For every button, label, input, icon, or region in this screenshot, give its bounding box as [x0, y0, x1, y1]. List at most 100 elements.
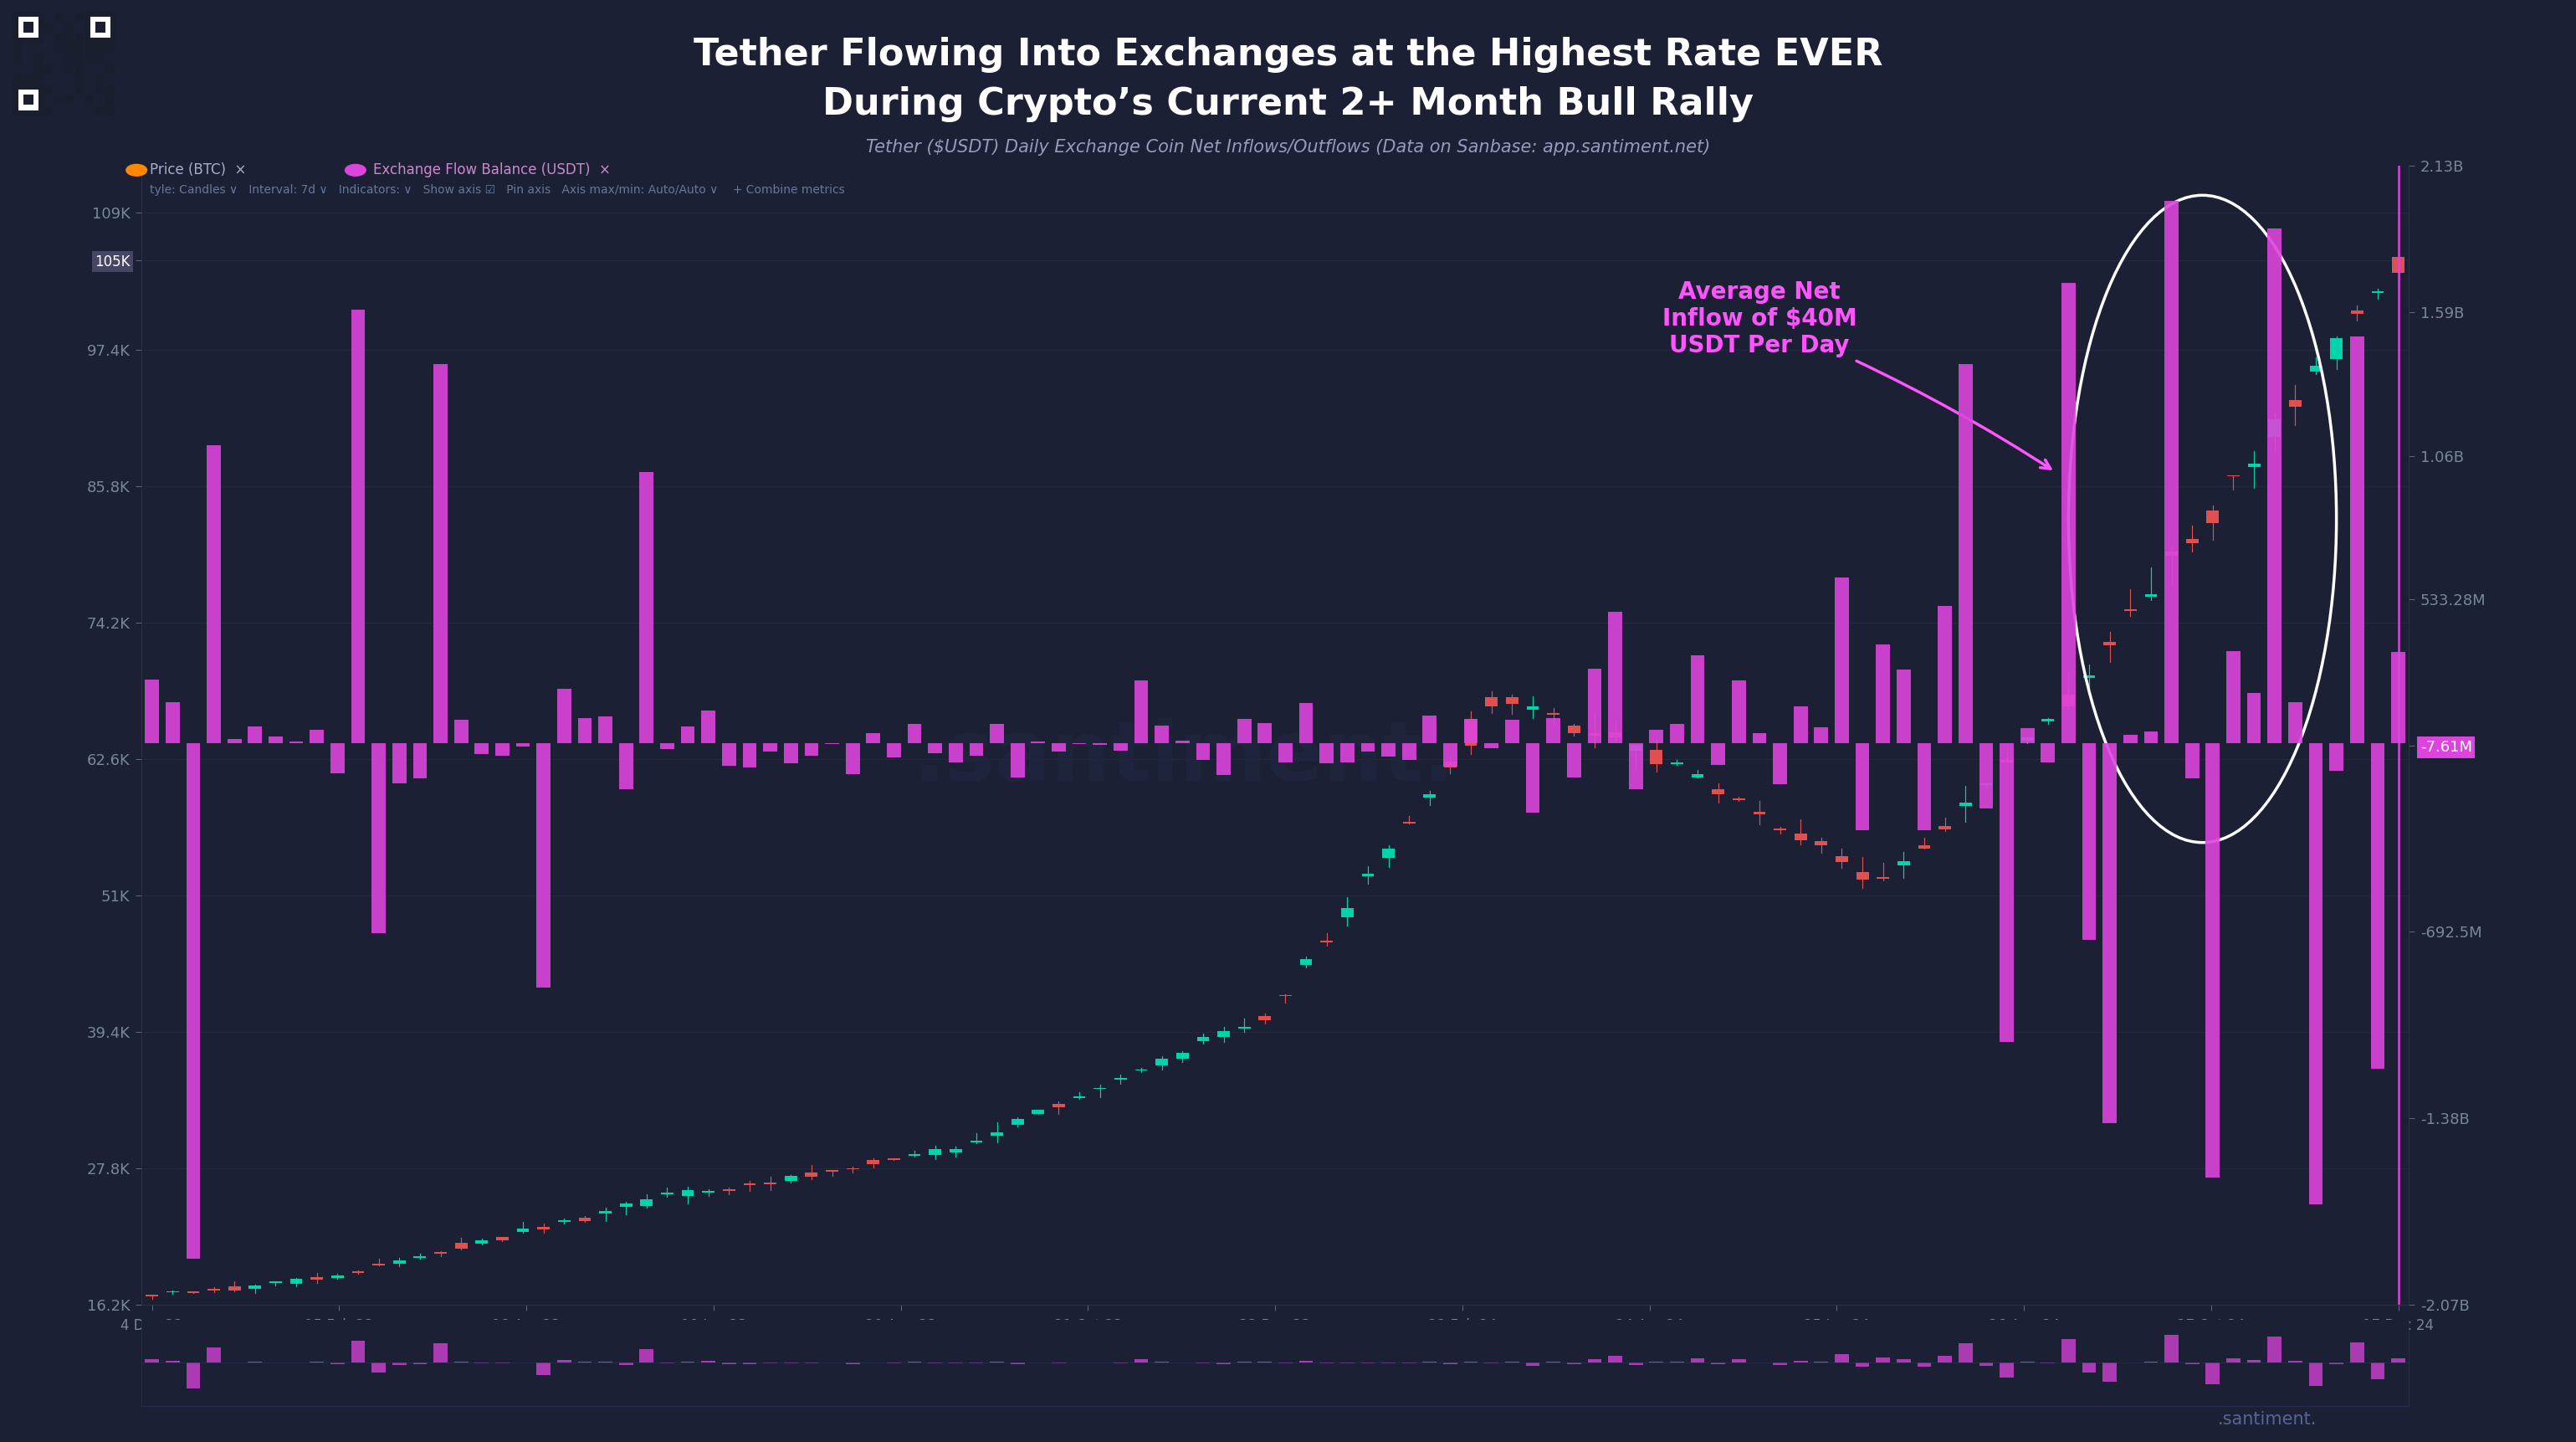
- Bar: [477, 1240, 487, 1244]
- Bar: [1628, 1363, 1643, 1366]
- Bar: [54, 33, 64, 43]
- Bar: [1463, 720, 1479, 744]
- Bar: [1878, 877, 1888, 878]
- Bar: [412, 744, 428, 779]
- Bar: [2246, 1360, 2262, 1363]
- Bar: [1175, 741, 1190, 744]
- Bar: [2226, 650, 2241, 744]
- Bar: [1422, 715, 1437, 744]
- Bar: [1445, 761, 1455, 767]
- Bar: [353, 1270, 363, 1273]
- Bar: [412, 1363, 428, 1364]
- Bar: [2040, 744, 2056, 761]
- Bar: [371, 744, 386, 933]
- Bar: [1651, 750, 1662, 764]
- Bar: [2184, 744, 2200, 779]
- Bar: [371, 1363, 386, 1373]
- Bar: [783, 744, 799, 763]
- Bar: [227, 738, 242, 744]
- Bar: [23, 33, 33, 43]
- Bar: [350, 310, 366, 744]
- Bar: [618, 1363, 634, 1366]
- Text: Average Net
Inflow of $40M
USDT Per Day: Average Net Inflow of $40M USDT Per Day: [1662, 280, 2050, 469]
- Bar: [1834, 577, 1850, 744]
- Bar: [1919, 845, 1929, 848]
- Bar: [2311, 366, 2321, 372]
- Bar: [1546, 718, 1561, 744]
- Bar: [1298, 702, 1314, 744]
- Bar: [1589, 733, 1600, 735]
- Bar: [580, 1218, 590, 1221]
- Bar: [33, 75, 44, 84]
- Bar: [2246, 692, 2262, 744]
- Bar: [1342, 908, 1352, 917]
- Bar: [1999, 1363, 2014, 1377]
- Bar: [701, 711, 716, 744]
- Bar: [992, 1132, 1002, 1136]
- Bar: [1257, 722, 1273, 744]
- Bar: [1672, 763, 1682, 764]
- Bar: [2393, 257, 2403, 273]
- Bar: [33, 65, 44, 74]
- Bar: [2081, 1363, 2097, 1373]
- Bar: [1195, 744, 1211, 760]
- Bar: [64, 23, 75, 32]
- Bar: [2331, 337, 2342, 359]
- Bar: [1610, 733, 1620, 737]
- Bar: [2002, 760, 2012, 761]
- Bar: [75, 85, 85, 95]
- Bar: [1484, 744, 1499, 748]
- Bar: [433, 1344, 448, 1363]
- Bar: [54, 95, 64, 105]
- Bar: [106, 13, 116, 22]
- Bar: [536, 744, 551, 988]
- Bar: [474, 744, 489, 754]
- Bar: [1566, 1363, 1582, 1364]
- Bar: [64, 43, 75, 53]
- Bar: [1754, 812, 1765, 815]
- Bar: [536, 1363, 551, 1376]
- Bar: [762, 744, 778, 751]
- Bar: [13, 55, 23, 63]
- Bar: [415, 1256, 425, 1259]
- Bar: [1177, 1053, 1188, 1058]
- Bar: [23, 95, 33, 105]
- Bar: [1587, 669, 1602, 744]
- Bar: [1216, 1363, 1231, 1364]
- Bar: [1113, 744, 1128, 751]
- Text: Exchange Flow Balance (USDT)  ×: Exchange Flow Balance (USDT) ×: [374, 163, 611, 177]
- Bar: [1837, 857, 1847, 862]
- Bar: [1834, 1354, 1850, 1363]
- Bar: [1772, 744, 1788, 784]
- Bar: [2249, 463, 2259, 467]
- Bar: [85, 33, 95, 43]
- Bar: [1525, 1363, 1540, 1366]
- Bar: [1569, 725, 1579, 734]
- Bar: [639, 1348, 654, 1363]
- Bar: [721, 744, 737, 766]
- Bar: [1958, 1344, 1973, 1363]
- Bar: [1566, 744, 1582, 777]
- Bar: [144, 679, 160, 744]
- Bar: [350, 1341, 366, 1363]
- Bar: [2208, 510, 2218, 523]
- Bar: [1710, 744, 1726, 766]
- Bar: [33, 85, 44, 95]
- Bar: [1607, 1355, 1623, 1363]
- Bar: [95, 13, 106, 22]
- Bar: [804, 744, 819, 756]
- Bar: [806, 1172, 817, 1177]
- Bar: [95, 22, 106, 32]
- Bar: [556, 689, 572, 744]
- Bar: [18, 17, 39, 37]
- Bar: [1218, 1031, 1229, 1037]
- Bar: [1981, 783, 1991, 784]
- Bar: [250, 1285, 260, 1289]
- Bar: [392, 744, 407, 783]
- Bar: [1298, 1361, 1314, 1363]
- Bar: [2123, 735, 2138, 744]
- Bar: [2063, 695, 2074, 707]
- Bar: [680, 727, 696, 744]
- Bar: [289, 741, 304, 744]
- Bar: [786, 1177, 796, 1181]
